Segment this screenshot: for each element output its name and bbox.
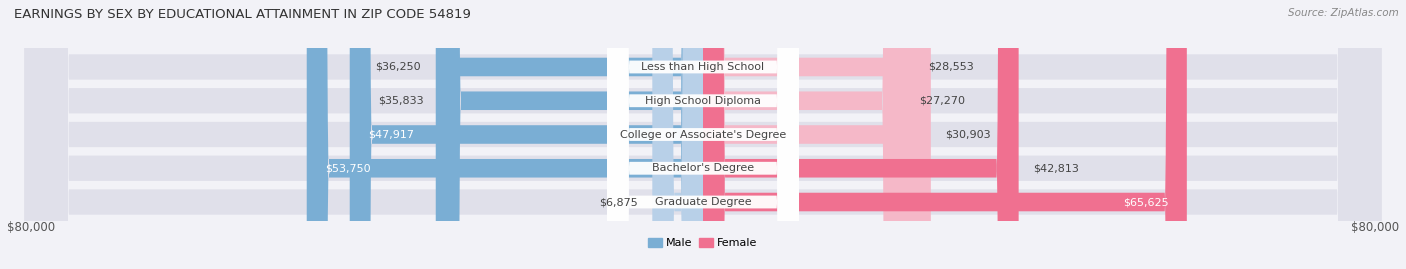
Legend: Male, Female: Male, Female [644,234,762,253]
Text: $80,000: $80,000 [1351,221,1399,233]
FancyBboxPatch shape [703,0,1018,269]
FancyBboxPatch shape [607,0,799,269]
Text: $47,917: $47,917 [368,129,415,140]
Text: EARNINGS BY SEX BY EDUCATIONAL ATTAINMENT IN ZIP CODE 54819: EARNINGS BY SEX BY EDUCATIONAL ATTAINMEN… [14,8,471,21]
Text: $53,750: $53,750 [325,163,371,173]
Text: College or Associate's Degree: College or Associate's Degree [620,129,786,140]
FancyBboxPatch shape [607,0,799,269]
FancyBboxPatch shape [607,0,799,269]
FancyBboxPatch shape [703,0,931,269]
FancyBboxPatch shape [703,0,914,269]
FancyBboxPatch shape [436,0,703,269]
Text: Bachelor's Degree: Bachelor's Degree [652,163,754,173]
FancyBboxPatch shape [439,0,703,269]
FancyBboxPatch shape [25,0,1381,269]
Text: Source: ZipAtlas.com: Source: ZipAtlas.com [1288,8,1399,18]
FancyBboxPatch shape [307,0,703,269]
Text: Less than High School: Less than High School [641,62,765,72]
Text: $30,903: $30,903 [946,129,991,140]
FancyBboxPatch shape [703,0,1187,269]
Text: $36,250: $36,250 [375,62,420,72]
Text: $42,813: $42,813 [1033,163,1080,173]
Text: $27,270: $27,270 [918,96,965,106]
FancyBboxPatch shape [607,0,799,269]
Text: $35,833: $35,833 [378,96,425,106]
Text: $28,553: $28,553 [928,62,974,72]
FancyBboxPatch shape [25,0,1381,269]
FancyBboxPatch shape [25,0,1381,269]
FancyBboxPatch shape [652,0,703,269]
FancyBboxPatch shape [607,0,799,269]
FancyBboxPatch shape [25,0,1381,269]
Text: $6,875: $6,875 [599,197,637,207]
Text: Graduate Degree: Graduate Degree [655,197,751,207]
Text: $80,000: $80,000 [7,221,55,233]
FancyBboxPatch shape [25,0,1381,269]
FancyBboxPatch shape [703,0,904,269]
FancyBboxPatch shape [350,0,703,269]
Text: $65,625: $65,625 [1123,197,1168,207]
Text: High School Diploma: High School Diploma [645,96,761,106]
